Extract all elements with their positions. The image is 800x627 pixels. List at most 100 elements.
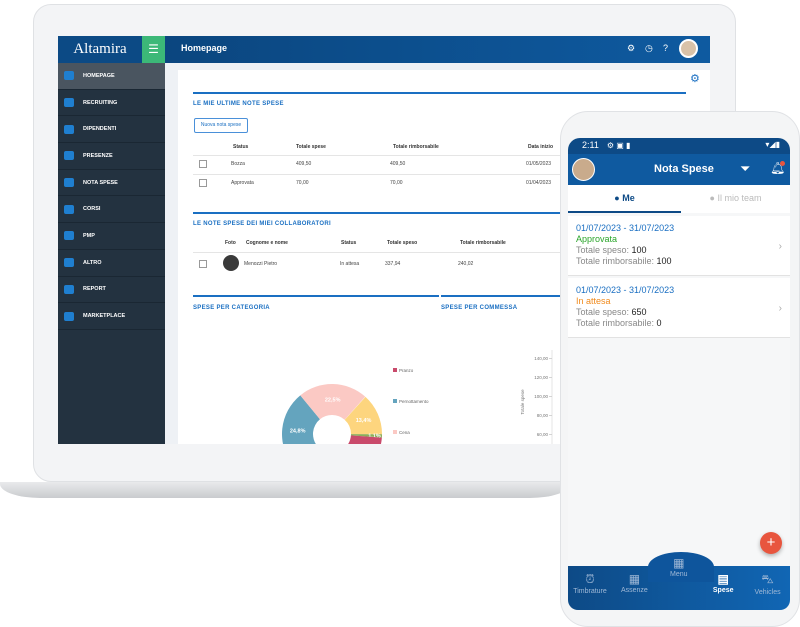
sidebar-item-marketplace[interactable]: MARKETPLACE <box>58 303 165 330</box>
column-header: Status <box>233 144 249 150</box>
refund-value: 0 <box>656 318 662 328</box>
table-cell: 409,50 <box>296 161 312 167</box>
edit-icon[interactable] <box>199 260 207 268</box>
refund-value: 100 <box>656 256 672 266</box>
table-cell: In attesa <box>340 261 360 267</box>
table-cell: Bozza <box>231 161 245 167</box>
team-icon: ● <box>709 193 715 203</box>
data-label: 1,1% <box>368 434 381 440</box>
nav-vehicles[interactable]: ⛍ Vehicles <box>746 572 790 596</box>
sidebar-icon <box>64 124 74 134</box>
y-tick-label: 60,00 <box>537 432 549 437</box>
avatar[interactable] <box>679 39 698 58</box>
chevron-right-icon: › <box>778 241 782 252</box>
sidebar-icon <box>64 71 74 81</box>
spent-value: 100 <box>631 245 647 255</box>
column-header: Totale rimborsabile <box>393 144 439 150</box>
table-cell: 70,00 <box>296 180 309 186</box>
nav-menu[interactable]: ▦ Menu <box>657 556 701 578</box>
sidebar-item-presenze[interactable]: PRESENZE <box>58 143 165 170</box>
logo: Altamira <box>58 36 142 63</box>
card-status: In attesa <box>576 296 611 306</box>
nav-timbrature[interactable]: ⏰︎ Timbrature <box>568 572 612 595</box>
category-pie-chart: 13,4%1,1%38,1%24,8%22,5%PranzoPernottame… <box>282 350 553 444</box>
column-header: Cognome e nome <box>246 240 288 246</box>
table-cell: 240,02 <box>458 261 474 267</box>
sidebar-item-nota-spese[interactable]: NOTA SPESE <box>58 170 165 197</box>
settings-gear-icon[interactable]: ⚙ <box>690 73 700 85</box>
receipt-icon: ▤ <box>717 572 729 586</box>
nav-spese[interactable]: ▤ Spese <box>701 572 745 594</box>
sidebar-icon <box>64 231 74 241</box>
legend-entry: Pernottamento <box>399 399 429 404</box>
filter-icon[interactable]: ⏷ <box>740 161 751 176</box>
y-tick-label: 100,00 <box>534 394 548 399</box>
column-header: Status <box>341 240 357 246</box>
sidebar-icon <box>64 311 74 321</box>
tabs: ● Me ● Il mio team <box>568 185 790 213</box>
card-period: 01/07/2023 - 31/07/2023 <box>576 285 675 295</box>
laptop-screen: Altamira ☰ Homepage ⚙ ◷ ? HOMEPAGE RECRUI… <box>58 36 710 444</box>
spent-label: Totale speso: <box>576 307 632 317</box>
pie-slice <box>300 384 366 420</box>
sidebar-icon <box>64 98 74 108</box>
edit-icon[interactable] <box>199 179 207 187</box>
avatar[interactable] <box>572 158 595 181</box>
help-icon[interactable]: ? <box>663 43 669 53</box>
edit-icon[interactable] <box>199 160 207 168</box>
card-period: 01/07/2023 - 31/07/2023 <box>576 223 675 233</box>
signal-icons: ▾◢▮ <box>765 140 780 149</box>
column-header: Totale speso <box>387 240 418 246</box>
spent-label: Totale speso: <box>576 245 632 255</box>
alarm-clock-icon: ⏰︎ <box>585 572 595 586</box>
sidebar: HOMEPAGE RECRUITING DIPENDENTI PRESENZE NOTA… <box>58 63 165 444</box>
app-title: Nota Spese <box>654 163 714 175</box>
pie-slice <box>344 396 382 435</box>
sidebar-item-report[interactable]: REPORT <box>58 277 165 304</box>
tab-me[interactable]: ● Me <box>568 185 681 213</box>
sidebar-icon <box>64 204 74 214</box>
new-expense-note-button[interactable]: Nuova nota spese <box>194 118 248 133</box>
nav-assenze[interactable]: ▦ Assenze <box>612 572 656 594</box>
sidebar-item-recruiting[interactable]: RECRUITING <box>58 90 165 117</box>
expense-card[interactable]: 01/07/2023 - 31/07/2023 In attesa Totale… <box>568 278 790 338</box>
expense-card[interactable]: 01/07/2023 - 31/07/2023 Approvata Totale… <box>568 216 790 276</box>
refund-label: Totale rimborsabile: <box>576 318 657 328</box>
menu-toggle-icon[interactable]: ☰ <box>142 36 165 63</box>
y-tick-label: 140,00 <box>534 356 548 361</box>
sidebar-item-dipendenti[interactable]: DIPENDENTI <box>58 116 165 144</box>
sidebar-item-homepage[interactable]: HOMEPAGE <box>58 63 165 90</box>
gear-icon[interactable]: ⚙ <box>627 43 636 53</box>
data-label: 22,5% <box>325 398 341 404</box>
table-cell: 409,50 <box>390 161 406 167</box>
phone-screen: 2:11 ⚙ ▣ ▮ ▾◢▮ Nota Spese ⏷ 🔔︎ ● Me ● Il m… <box>568 138 790 610</box>
spent-value: 650 <box>631 307 647 317</box>
table-cell: 337,94 <box>385 261 401 267</box>
y-tick-label: 120,00 <box>534 375 548 380</box>
legend-entry: Cena <box>399 430 410 435</box>
tab-my-team[interactable]: ● Il mio team <box>709 193 762 203</box>
sidebar-icon <box>64 151 74 161</box>
my-notes-title: LE MIE ULTIME NOTE SPESE <box>193 101 284 107</box>
notification-dot <box>780 161 785 166</box>
user-icon: ● <box>614 193 620 203</box>
table-cell: Menozzi Pietro <box>244 261 278 267</box>
sidebar-item-pmp[interactable]: PMP <box>58 223 165 250</box>
category-chart-title: SPESE PER CATEGORIA <box>193 305 270 311</box>
sidebar-icon <box>64 258 74 268</box>
sidebar-item-altro[interactable]: ALTRO <box>58 250 165 277</box>
clock: 2:11 <box>582 140 599 150</box>
legend-swatch <box>393 368 397 372</box>
calendar-icon: ▦ <box>628 572 641 586</box>
pie-slice <box>348 435 382 444</box>
sidebar-item-corsi[interactable]: CORSI <box>58 196 165 224</box>
top-bar: Homepage ⚙ ◷ ? <box>165 36 710 63</box>
legend-swatch <box>393 430 397 434</box>
y-tick-label: 80,00 <box>537 413 549 418</box>
column-header: Foto <box>225 240 236 246</box>
page-title: Homepage <box>181 43 228 53</box>
add-button[interactable]: + <box>760 532 782 554</box>
clock-icon[interactable]: ◷ <box>645 43 653 53</box>
laptop-base <box>0 482 570 498</box>
nav-bump <box>648 552 714 582</box>
